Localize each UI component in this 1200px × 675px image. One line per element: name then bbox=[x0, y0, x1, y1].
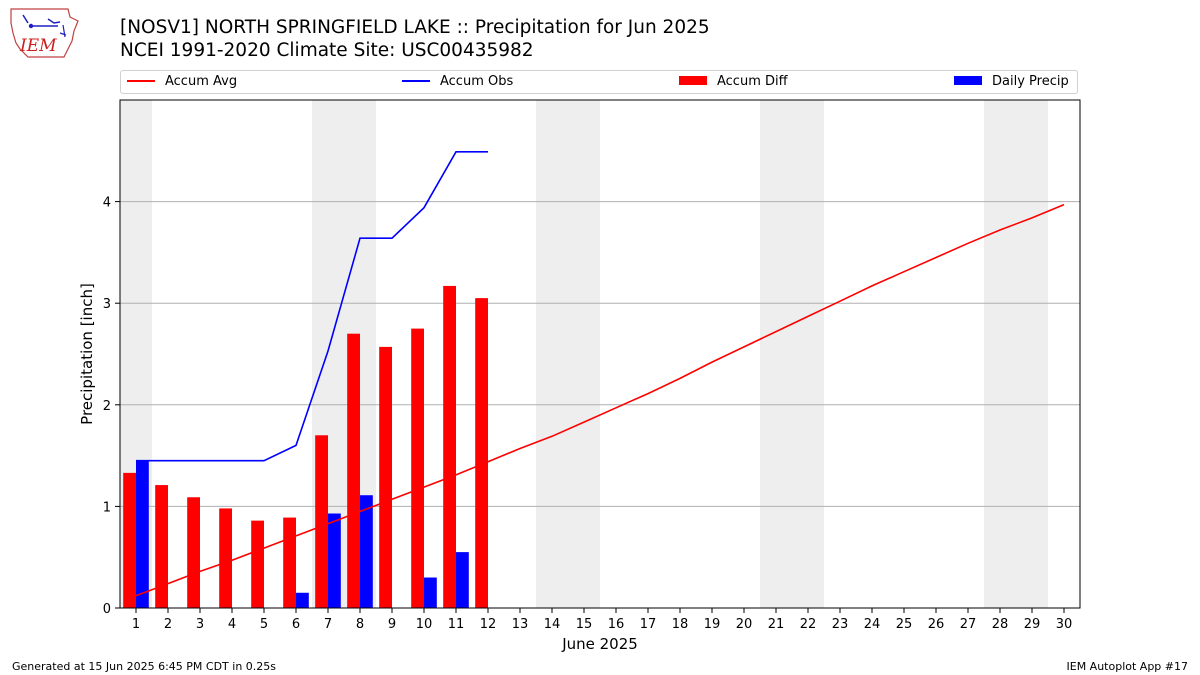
accum-diff-bar-4 bbox=[219, 508, 232, 608]
x-tick-label-18: 18 bbox=[672, 617, 689, 632]
x-tick-label-23: 23 bbox=[832, 617, 849, 632]
legend-item-accum-obs: Accum Obs bbox=[402, 74, 513, 90]
weekend-band-21 bbox=[760, 100, 792, 608]
accum-diff-bar-10 bbox=[411, 328, 424, 608]
legend-label-accum-avg: Accum Avg bbox=[165, 74, 238, 89]
x-tick-label-13: 13 bbox=[512, 617, 529, 632]
accum-diff-bar-5 bbox=[251, 520, 264, 608]
daily-precip-bar-6 bbox=[296, 592, 309, 608]
y-axis-label: Precipitation [inch] bbox=[78, 283, 96, 425]
x-tick-label-6: 6 bbox=[292, 617, 300, 632]
accum-diff-bar-12 bbox=[475, 298, 488, 608]
x-tick-label-28: 28 bbox=[992, 617, 1009, 632]
y-tick-label-4: 4 bbox=[103, 196, 111, 211]
legend-label-daily-precip: Daily Precip bbox=[992, 74, 1069, 89]
x-tick-label-14: 14 bbox=[544, 617, 561, 632]
daily-precip-bar-10 bbox=[424, 577, 437, 608]
weekend-band-22 bbox=[792, 100, 824, 608]
weekend-band-29 bbox=[1016, 100, 1048, 608]
bars bbox=[123, 285, 488, 608]
x-tick-label-20: 20 bbox=[736, 617, 753, 632]
x-tick-label-25: 25 bbox=[896, 617, 913, 632]
x-tick-label-4: 4 bbox=[228, 617, 236, 632]
accum-obs-line bbox=[136, 151, 488, 462]
x-tick-label-26: 26 bbox=[928, 617, 945, 632]
x-tick-label-1: 1 bbox=[132, 617, 140, 632]
y-tick-label-0: 0 bbox=[103, 602, 111, 617]
x-tick-label-22: 22 bbox=[800, 617, 817, 632]
x-tick-label-16: 16 bbox=[608, 617, 625, 632]
daily-precip-bar-1 bbox=[136, 460, 149, 608]
accum-diff-bar-9 bbox=[379, 346, 392, 608]
y-tick-label-2: 2 bbox=[103, 399, 111, 414]
x-tick-label-5: 5 bbox=[260, 617, 268, 632]
x-tick-label-12: 12 bbox=[480, 617, 497, 632]
logo-text: IEM bbox=[19, 36, 57, 56]
y-tick-label-1: 1 bbox=[103, 500, 111, 515]
daily-precip-bar-8 bbox=[360, 495, 373, 608]
weekend-band-15 bbox=[568, 100, 600, 608]
x-tick-label-9: 9 bbox=[388, 617, 396, 632]
accum-diff-bar-6 bbox=[283, 517, 296, 608]
x-tick-label-27: 27 bbox=[960, 617, 977, 632]
plot-frame bbox=[119, 99, 1081, 609]
chart-title: [NOSV1] NORTH SPRINGFIELD LAKE :: Precip… bbox=[120, 17, 710, 38]
legend: Accum Avg Accum Obs Accum Diff Daily Pre… bbox=[120, 70, 1078, 94]
accum-diff-bar-8 bbox=[347, 333, 360, 608]
accum-diff-bar-11 bbox=[443, 285, 456, 608]
footer-app: IEM Autoplot App #17 bbox=[1066, 660, 1189, 673]
y-axis-ticks: 0 1 2 3 4 bbox=[103, 196, 120, 617]
accum-diff-bar-7 bbox=[315, 435, 328, 608]
accum-diff-bar-1 bbox=[123, 472, 136, 608]
legend-item-daily-precip: Daily Precip bbox=[954, 74, 1069, 90]
legend-swatch-daily-precip bbox=[954, 75, 982, 85]
x-tick-label-29: 29 bbox=[1024, 617, 1041, 632]
legend-swatch-accum-avg bbox=[127, 79, 155, 82]
legend-label-accum-obs: Accum Obs bbox=[440, 74, 514, 89]
x-tick-label-11: 11 bbox=[448, 617, 465, 632]
daily-precip-bar-11 bbox=[456, 552, 469, 608]
legend-item-accum-diff: Accum Diff bbox=[679, 74, 788, 90]
x-tick-label-21: 21 bbox=[768, 617, 785, 632]
x-tick-label-2: 2 bbox=[164, 617, 172, 632]
x-tick-label-17: 17 bbox=[640, 617, 657, 632]
legend-label-accum-diff: Accum Diff bbox=[717, 74, 788, 89]
accum-diff-bar-3 bbox=[187, 497, 200, 608]
x-tick-label-7: 7 bbox=[324, 617, 332, 632]
x-tick-label-8: 8 bbox=[356, 617, 364, 632]
iem-logo: IEM bbox=[10, 8, 79, 58]
grid-lines bbox=[120, 201, 1080, 507]
legend-swatch-accum-diff bbox=[679, 75, 707, 85]
lines bbox=[135, 151, 1065, 597]
accum-diff-bar-2 bbox=[155, 485, 168, 608]
weekend-band-14 bbox=[536, 100, 568, 608]
x-tick-label-24: 24 bbox=[864, 617, 881, 632]
x-tick-label-30: 30 bbox=[1056, 617, 1073, 632]
legend-swatch-accum-obs bbox=[402, 79, 430, 82]
x-axis-ticks: 1 2 3 4 5 6 7 8 9 10 11 12 13 14 15 16 17 18 19 20 21 22 23 24 2… bbox=[132, 608, 1072, 632]
y-tick-label-3: 3 bbox=[103, 297, 111, 312]
accum-avg-line bbox=[135, 203, 1065, 597]
x-tick-label-3: 3 bbox=[196, 617, 204, 632]
weekend-band-28 bbox=[984, 100, 1016, 608]
x-tick-label-15: 15 bbox=[576, 617, 593, 632]
x-tick-label-10: 10 bbox=[416, 617, 433, 632]
legend-item-accum-avg: Accum Avg bbox=[127, 74, 237, 90]
x-axis-label: June 2025 bbox=[561, 635, 638, 653]
x-tick-label-19: 19 bbox=[704, 617, 721, 632]
daily-precip-bar-7 bbox=[328, 513, 341, 608]
chart-subtitle: NCEI 1991-2020 Climate Site: USC00435982 bbox=[120, 40, 534, 61]
footer-generated: Generated at 15 Jun 2025 6:45 PM CDT in … bbox=[12, 660, 277, 673]
